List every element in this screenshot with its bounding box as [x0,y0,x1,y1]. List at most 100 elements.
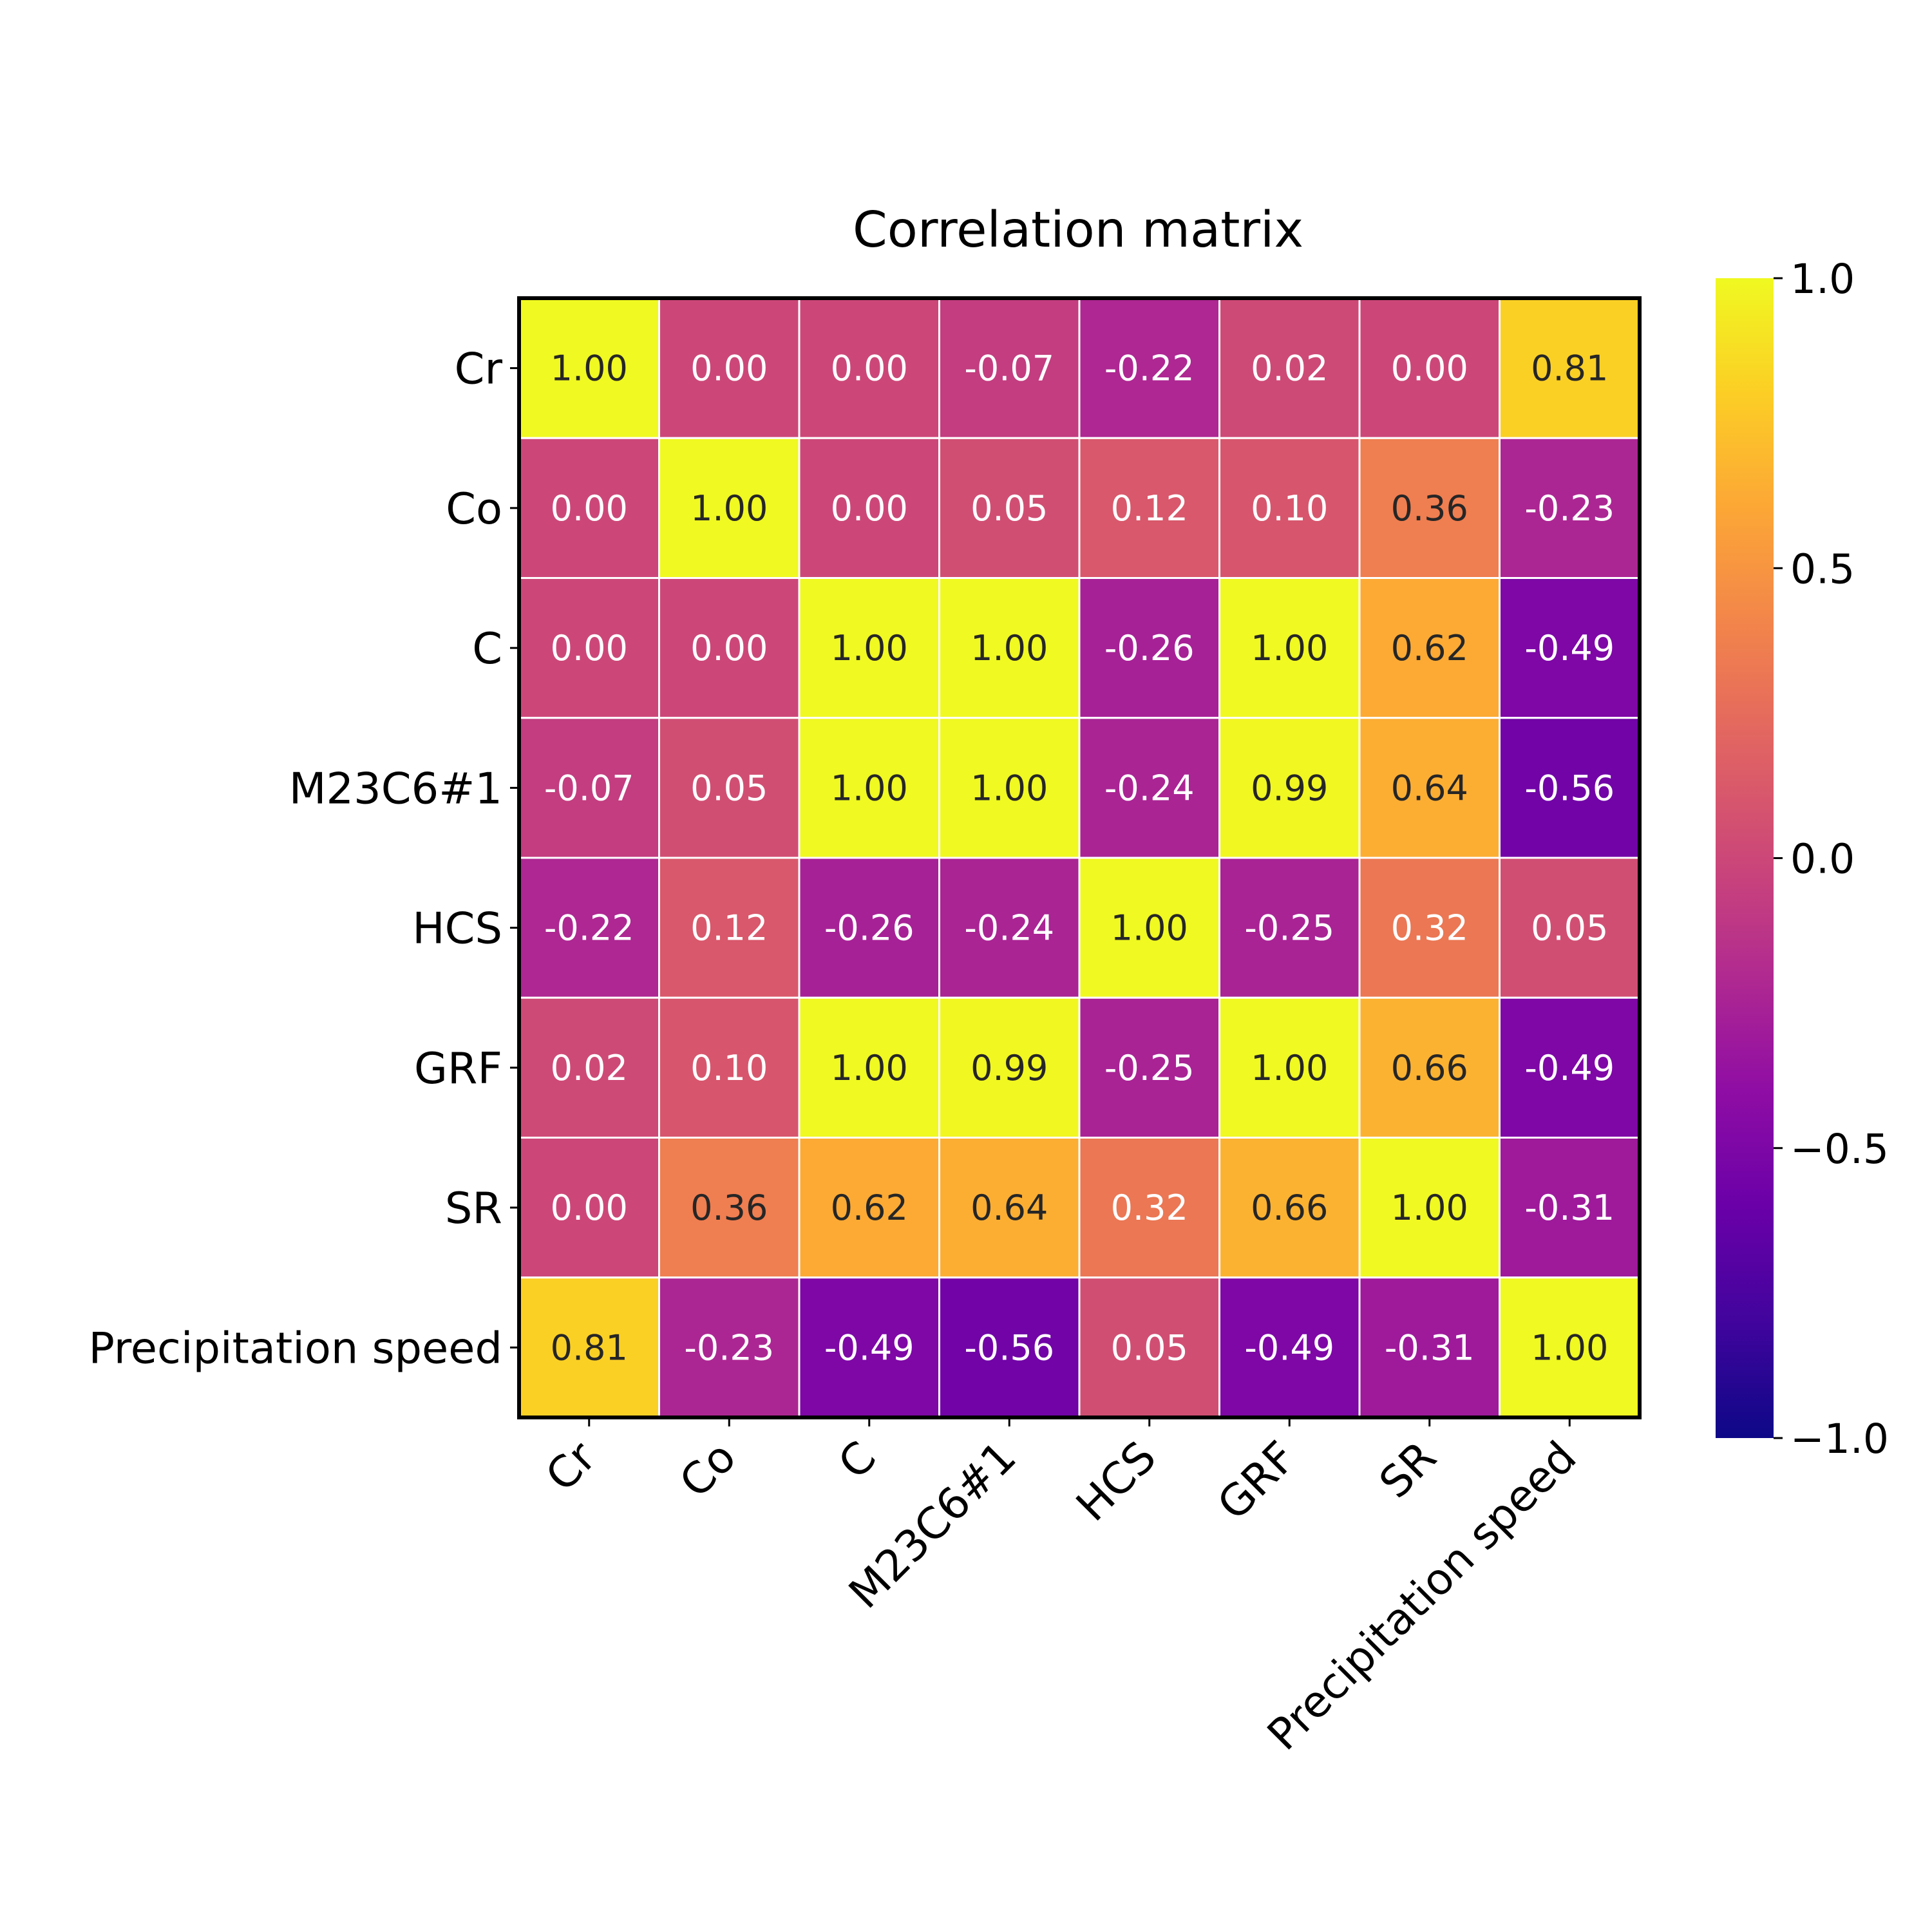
heatmap-cell [658,996,800,1139]
heatmap-cell [798,577,940,719]
cell-value-label: -0.31 [1524,1188,1615,1228]
heatmap-cell [1218,857,1361,999]
y-tick-label: Cr [455,344,503,394]
colorbar-tick-label: 0.0 [1790,836,1855,883]
cell-value-label: 0.62 [831,1188,908,1228]
heatmap-cell [1218,1276,1361,1419]
cell-value-label: 0.05 [1531,908,1608,949]
cell-value-label: -0.26 [1104,628,1195,668]
cell-value-label: 0.00 [551,488,628,529]
heatmap-cell [798,996,940,1139]
cell-value-label: 1.00 [1531,1327,1608,1368]
heatmap-cell [1499,996,1641,1139]
heatmap-cell [1499,297,1641,439]
cell-value-label: -0.22 [1104,348,1195,389]
y-tick-label: C [472,623,502,674]
heatmap-cell [938,857,1081,999]
heatmap-cell [658,717,800,859]
cell-value-label: -0.49 [1524,628,1615,668]
cell-value-label: 0.64 [1391,768,1468,808]
heatmap-cell [1499,1276,1641,1419]
cell-value-label: 1.00 [1251,628,1328,668]
cell-value-label: 0.05 [971,488,1048,529]
cell-value-label: 0.00 [831,348,908,389]
heatmap-cell [1078,717,1220,859]
cell-value-label: 1.00 [690,488,768,529]
heatmap-cell [658,1276,800,1419]
cell-value-label: 0.00 [551,1188,628,1228]
cell-value-label: 1.00 [551,348,628,389]
cell-value-label: -0.56 [964,1327,1054,1368]
cell-value-label: 0.62 [1391,628,1468,668]
cell-value-label: -0.25 [1244,908,1334,949]
heatmap-cell [518,577,660,719]
cell-value-label: 0.81 [1531,348,1608,389]
cell-value-label: 0.64 [971,1188,1048,1228]
cell-value-label: 0.81 [551,1327,628,1368]
cell-value-label: -0.49 [1524,1048,1615,1088]
heatmap-cell [1218,437,1361,579]
heatmap-cell [1358,1276,1501,1419]
heatmap-cell [518,297,660,439]
y-tick-label: GRF [414,1043,502,1094]
cell-value-label: 0.99 [971,1048,1048,1088]
heatmap-cell [658,1137,800,1279]
cell-value-label: 1.00 [1111,908,1188,949]
cell-value-label: 0.02 [1251,348,1328,389]
cell-value-label: -0.23 [684,1327,774,1368]
cell-value-label: -0.49 [1244,1327,1334,1368]
heatmap-cell [938,996,1081,1139]
colorbar-gradient-bar [1716,278,1774,1438]
cell-value-label: 1.00 [971,768,1048,808]
y-tick-label: Precipitation speed [89,1323,503,1373]
cell-value-label: 0.10 [690,1048,768,1088]
cell-value-label: -0.31 [1385,1327,1475,1368]
heatmap-cell [658,577,800,719]
heatmap-cell [1358,1137,1501,1279]
heatmap-cell [938,1137,1081,1279]
cell-value-label: 0.00 [690,628,768,668]
heatmap-cell [1358,717,1501,859]
cell-value-label: 0.12 [1111,488,1188,529]
cell-value-label: 1.00 [831,768,908,808]
heatmap-cell [1218,717,1361,859]
heatmap-cell [938,437,1081,579]
cell-value-label: 1.00 [831,628,908,668]
chart-title: Correlation matrix [853,202,1303,259]
heatmap-cell [1499,577,1641,719]
heatmap-cell [938,1276,1081,1419]
cell-value-label: -0.24 [964,908,1054,949]
heatmap-cell [1499,1137,1641,1279]
cell-value-label: 0.10 [1251,488,1328,529]
cell-value-label: -0.22 [544,908,634,949]
heatmap-cell [518,717,660,859]
cell-value-label: -0.23 [1524,488,1615,529]
heatmap-cell [1218,1137,1361,1279]
colorbar-tick-label: 0.5 [1790,545,1855,592]
cell-value-label: 1.00 [1251,1048,1328,1088]
heatmap-cell [798,297,940,439]
cell-value-label: 0.05 [690,768,768,808]
cell-value-label: 0.99 [1251,768,1328,808]
cell-value-label: 0.00 [831,488,908,529]
cell-value-label: 0.02 [551,1048,628,1088]
cell-value-label: 0.12 [690,908,768,949]
cell-value-label: 0.66 [1251,1188,1328,1228]
colorbar-tick-label: −0.5 [1790,1126,1889,1173]
heatmap-cell [1218,577,1361,719]
y-tick-label: HCS [412,904,502,954]
heatmap-cell [1078,437,1220,579]
heatmap-cell [1358,857,1501,999]
y-tick-label: M23C6#1 [289,763,502,813]
heatmap-cell [938,577,1081,719]
cell-value-label: 0.32 [1391,908,1468,949]
heatmap-cell [798,1137,940,1279]
cell-value-label: 1.00 [1391,1188,1468,1228]
cell-value-label: 0.32 [1111,1188,1188,1228]
heatmap-cell [798,1276,940,1419]
cell-value-label: 0.00 [690,348,768,389]
heatmap-cell [1078,996,1220,1139]
y-tick-label: SR [445,1183,502,1233]
heatmap-frame [517,296,1642,1419]
